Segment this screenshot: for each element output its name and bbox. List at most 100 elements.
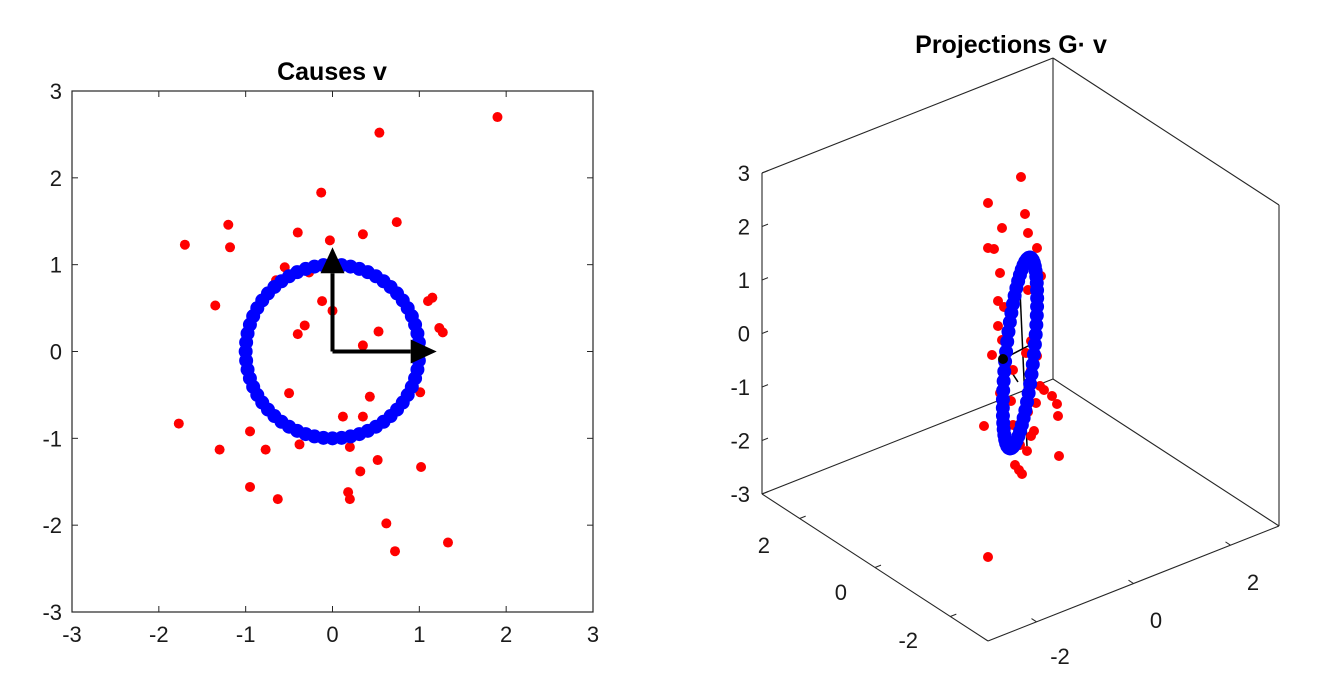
z-tick [761, 491, 769, 495]
left-tick-labels: -3 -2 -1 0 1 2 3 3 2 1 0 -1 -2 -3 [42, 79, 599, 647]
red-point [245, 481, 256, 492]
left-arrows [320, 247, 437, 364]
red-point-3d [1017, 469, 1027, 479]
y3d-tick [1225, 541, 1231, 546]
y3d-tick [1031, 618, 1037, 623]
left-chart: Causes v -3 -2 -1 0 1 2 3 3 2 1 0 -1 -2 -3 [42, 58, 599, 647]
red-point [284, 388, 295, 399]
red-point [317, 296, 328, 307]
red-point [245, 426, 256, 437]
red-point-3d [1053, 411, 1063, 421]
z-tick [761, 437, 769, 441]
x-tick-label: -3 [62, 622, 82, 647]
origin-marker [998, 354, 1008, 364]
red-point [416, 461, 427, 472]
left-chart-title: Causes v [277, 58, 387, 86]
red-point-3d [1016, 172, 1026, 182]
right-chart: Projections G· v 3 2 1 0 -1 -2 -3 2 0 -2 2 0 -2 [730, 31, 1280, 669]
y3d-tick-label: 0 [1150, 608, 1162, 633]
x-tick-label: 2 [500, 622, 512, 647]
red-point [437, 327, 448, 338]
y-tick-label: 2 [50, 166, 62, 191]
red-point [210, 300, 221, 311]
red-point-3d [1047, 391, 1057, 401]
y3d-tick-label: 2 [1247, 570, 1259, 595]
red-point [442, 537, 453, 548]
red-point [173, 418, 184, 429]
red-point [337, 411, 348, 422]
z-tick-label: -2 [730, 429, 750, 454]
red-point [374, 127, 385, 138]
blue-point-3d [1027, 337, 1042, 352]
red-point [372, 455, 383, 466]
red-point-3d [979, 421, 989, 431]
z-tick-label: 1 [738, 268, 750, 293]
x-tick-label: 3 [587, 622, 599, 647]
red-point-3d [995, 268, 1005, 278]
red-point [294, 439, 305, 450]
red-point-3d [987, 350, 997, 360]
red-point [272, 494, 283, 505]
x-tick-label: 1 [413, 622, 425, 647]
right-red-points [979, 172, 1064, 562]
y-tick-label: -3 [42, 600, 62, 625]
y-tick-label: -2 [42, 513, 62, 538]
red-point-3d [997, 223, 1007, 233]
x3d-tick [799, 515, 806, 519]
red-point [355, 466, 366, 477]
red-point [316, 187, 327, 198]
z-tick-label: -1 [730, 375, 750, 400]
left-red-points [173, 112, 503, 557]
z-tick [761, 330, 769, 334]
red-point-3d [993, 321, 1003, 331]
box-edge [1052, 57, 1280, 206]
z-tick [761, 170, 769, 174]
y3d-tick-label: -2 [1050, 644, 1070, 669]
x-tick-label: -2 [149, 622, 169, 647]
x-tick-label: -1 [236, 622, 256, 647]
left-blue-circle [238, 257, 427, 446]
red-point [299, 320, 310, 331]
z-tick-label: 0 [738, 322, 750, 347]
red-point [357, 411, 368, 422]
red-point [344, 442, 355, 453]
right-blue-ellipse [995, 250, 1045, 456]
x3d-tick-label: 2 [758, 533, 770, 558]
red-point [357, 340, 368, 351]
y-tick-label: 1 [50, 253, 62, 278]
red-point-3d [1020, 209, 1030, 219]
red-point [223, 219, 234, 230]
right-tick-labels: 3 2 1 0 -1 -2 -3 2 0 -2 2 0 -2 [730, 161, 1259, 669]
red-point [364, 391, 375, 402]
x3d-tick-label: 0 [835, 580, 847, 605]
y3d-tick [1128, 579, 1134, 584]
red-point [423, 296, 434, 307]
red-point-3d [983, 198, 993, 208]
red-point-3d [1023, 228, 1033, 238]
red-point [391, 217, 402, 228]
red-point-3d [1052, 399, 1062, 409]
red-point-3d [1039, 385, 1049, 395]
red-point-3d [1032, 243, 1042, 253]
red-point [292, 329, 303, 340]
arrow-head [320, 247, 345, 274]
red-point [260, 444, 271, 455]
y-tick-label: -1 [42, 426, 62, 451]
z-tick-label: 2 [738, 215, 750, 240]
z-tick [761, 277, 769, 281]
left-ticks [71, 90, 594, 613]
right-chart-title: Projections G· v [915, 31, 1107, 59]
red-point-3d [1026, 431, 1036, 441]
x-tick-label: 0 [326, 622, 338, 647]
red-point [324, 235, 335, 246]
z-tick [761, 384, 769, 388]
z-tick [761, 223, 769, 227]
x3d-tick-label: -2 [898, 628, 918, 653]
z-tick-label: -3 [730, 482, 750, 507]
x3d-tick [874, 564, 882, 568]
red-point [225, 242, 236, 253]
z-tick-label: 3 [738, 161, 750, 186]
red-point [492, 112, 503, 123]
y-tick-label: 0 [50, 340, 62, 365]
